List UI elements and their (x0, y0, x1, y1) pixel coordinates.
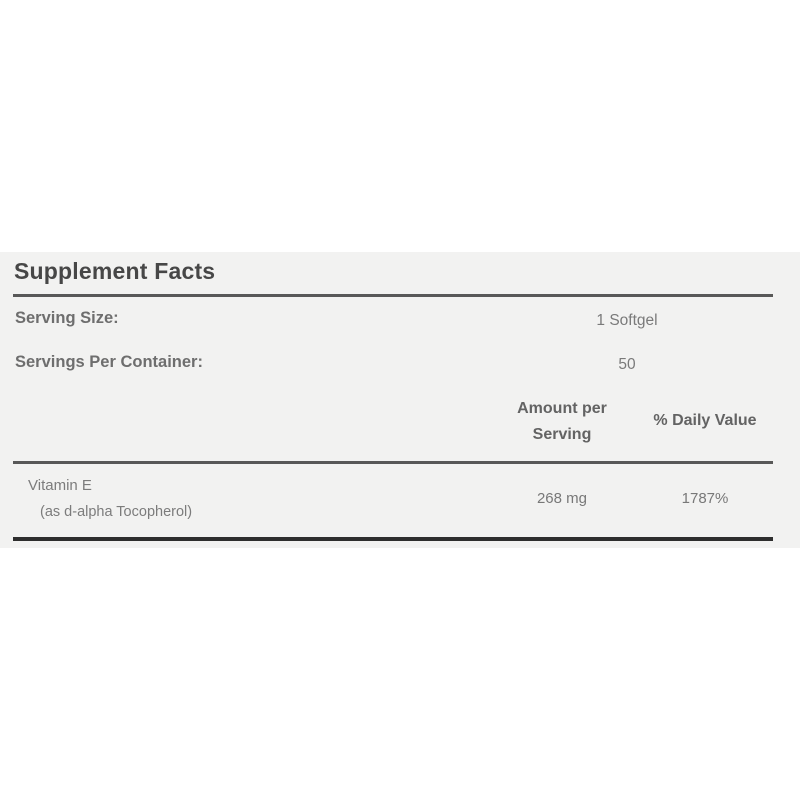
serving-size-label: Serving Size: (15, 309, 119, 327)
column-header-daily-value: % Daily Value (653, 412, 757, 429)
nutrient-detail: (as d-alpha Tocopherol) (40, 504, 193, 520)
column-header-amount-per-serving: Amount per Serving (517, 400, 607, 443)
title-divider-rule (13, 294, 773, 297)
servings-per-container-value: 50 (618, 356, 636, 373)
bottom-divider-rule (13, 537, 773, 541)
panel-title: Supplement Facts (14, 258, 216, 284)
nutrient-name: Vitamin E (28, 477, 92, 494)
nutrient-daily-value: 1787% (681, 490, 729, 507)
supplement-facts-panel (0, 252, 800, 548)
servings-per-container-label: Servings Per Container: (15, 353, 203, 371)
nutrient-amount-value: 268 mg (536, 490, 588, 507)
header-divider-rule (13, 461, 773, 464)
serving-size-value: 1 Softgel (596, 312, 658, 329)
